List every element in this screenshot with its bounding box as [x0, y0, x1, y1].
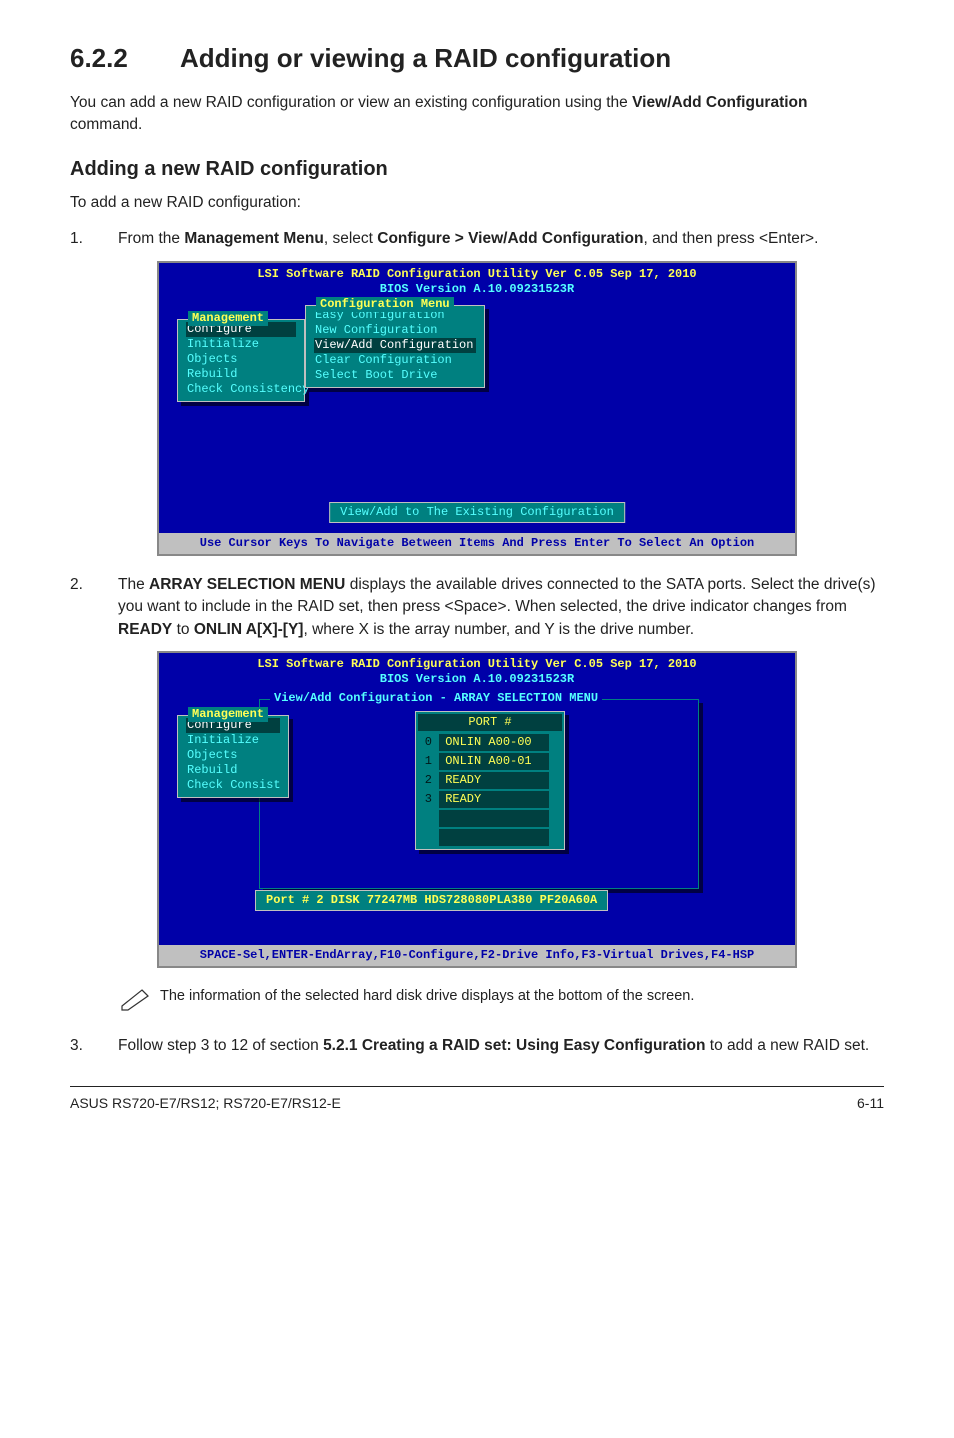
drive-list[interactable]: PORT # 0 ONLIN A00-00 1 ONLIN A00-01 2 R…: [415, 711, 565, 850]
drive-row[interactable]: 2 READY: [418, 771, 562, 790]
array-selection-label: View/Add Configuration - ARRAY SELECTION…: [270, 691, 602, 706]
step-1: 1. From the Management Menu, select Conf…: [70, 228, 884, 250]
step-2: 2. The ARRAY SELECTION MENU displays the…: [70, 574, 884, 641]
drive-status-bar: Port # 2 DISK 77247MB HDS728080PLA380 PF…: [255, 890, 608, 911]
menu-item-objects[interactable]: Objects: [186, 352, 296, 367]
section-number: 6.2.2: [70, 40, 180, 78]
management-menu-label: Management: [188, 311, 268, 326]
configuration-menu[interactable]: Configuration Menu Easy Configuration Ne…: [305, 305, 485, 388]
menu-item-initialize[interactable]: Initialize: [186, 337, 296, 352]
management-menu-label: Management: [188, 707, 268, 722]
page-footer: ASUS RS720-E7/RS12; RS720-E7/RS12-E 6-11: [70, 1086, 884, 1113]
menu-item-initialize[interactable]: Initialize: [186, 733, 280, 748]
section-title: Adding or viewing a RAID configuration: [180, 43, 671, 73]
pencil-icon: [120, 986, 160, 1019]
bios-title: LSI Software RAID Configuration Utility …: [159, 653, 795, 695]
sub-heading: Adding a new RAID configuration: [70, 155, 884, 184]
menu-item-check-consist[interactable]: Check Consist: [186, 778, 280, 793]
cfg-item-bootdrive[interactable]: Select Boot Drive: [314, 368, 476, 383]
intro-paragraph: You can add a new RAID configuration or …: [70, 92, 884, 137]
drive-row-empty: [418, 828, 562, 847]
bios-screenshot-1: LSI Software RAID Configuration Utility …: [157, 261, 797, 556]
menu-item-objects[interactable]: Objects: [186, 748, 280, 763]
drive-row[interactable]: 1 ONLIN A00-01: [418, 752, 562, 771]
bios-footer: Use Cursor Keys To Navigate Between Item…: [159, 533, 795, 554]
menu-item-check-consistency[interactable]: Check Consistency: [186, 382, 296, 397]
port-header: PORT #: [418, 714, 562, 731]
sub-lead: To add a new RAID configuration:: [70, 192, 884, 214]
menu-item-rebuild[interactable]: Rebuild: [186, 367, 296, 382]
step-3: 3. Follow step 3 to 12 of section 5.2.1 …: [70, 1035, 884, 1057]
footer-right: 6-11: [857, 1093, 884, 1113]
note: The information of the selected hard dis…: [120, 986, 884, 1019]
bios-screenshot-2: LSI Software RAID Configuration Utility …: [157, 651, 797, 968]
drive-row[interactable]: 3 READY: [418, 790, 562, 809]
note-text: The information of the selected hard dis…: [160, 986, 884, 1007]
configuration-menu-label: Configuration Menu: [316, 297, 454, 312]
step-number: 1.: [70, 228, 118, 250]
section-heading: 6.2.2Adding or viewing a RAID configurat…: [70, 40, 884, 78]
step-number: 2.: [70, 574, 118, 641]
cfg-item-viewadd[interactable]: View/Add Configuration: [314, 338, 476, 353]
bios-message: View/Add to The Existing Configuration: [329, 502, 625, 523]
management-menu[interactable]: Management Configure Initialize Objects …: [177, 319, 305, 402]
bios-title: LSI Software RAID Configuration Utility …: [159, 263, 795, 305]
bios-footer: SPACE-Sel,ENTER-EndArray,F10-Configure,F…: [159, 945, 795, 966]
drive-row-empty: [418, 809, 562, 828]
cfg-item-clear[interactable]: Clear Configuration: [314, 353, 476, 368]
footer-left: ASUS RS720-E7/RS12; RS720-E7/RS12-E: [70, 1093, 341, 1113]
drive-row[interactable]: 0 ONLIN A00-00: [418, 733, 562, 752]
management-menu[interactable]: Management Configure Initialize Objects …: [177, 715, 289, 798]
menu-item-rebuild[interactable]: Rebuild: [186, 763, 280, 778]
cfg-item-new[interactable]: New Configuration: [314, 323, 476, 338]
step-number: 3.: [70, 1035, 118, 1057]
